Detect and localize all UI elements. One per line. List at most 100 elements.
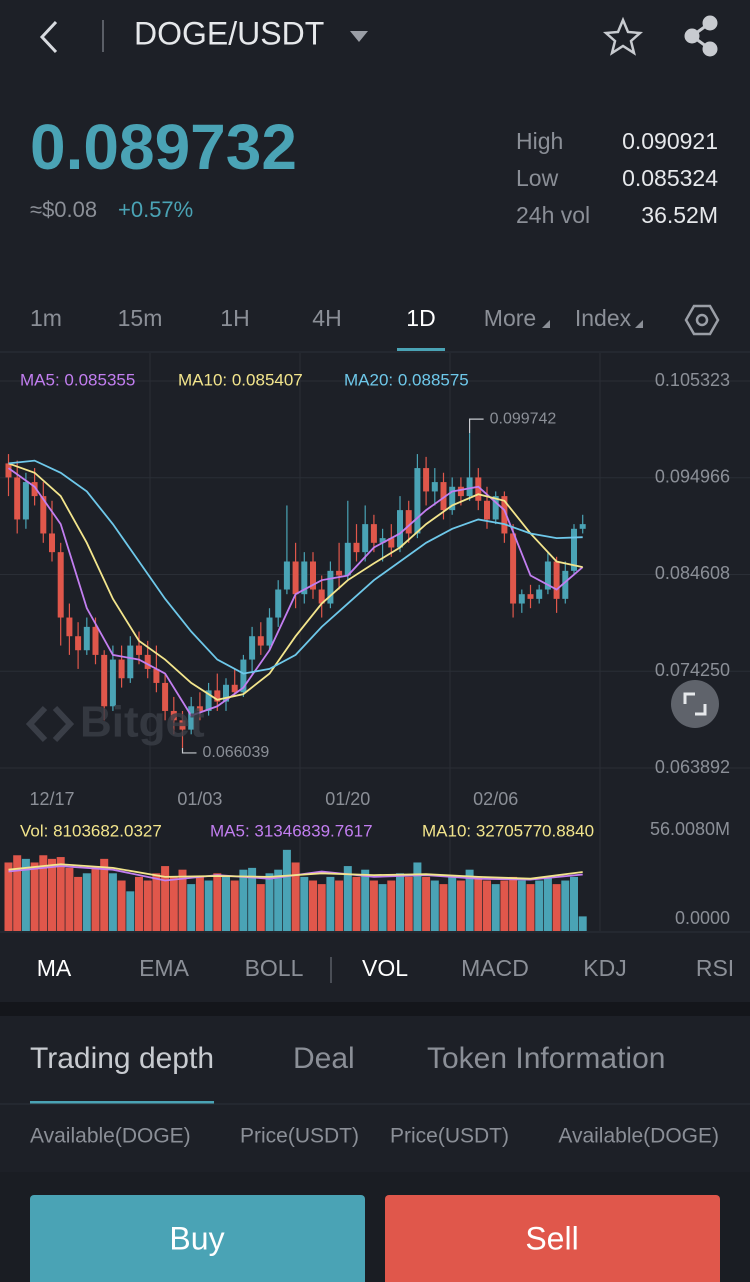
ma-line [8, 863, 583, 880]
annotation-label: 0.099742 [490, 410, 557, 427]
candle-body [179, 720, 186, 730]
annotation-line [469, 418, 484, 434]
y-tick-label: 0.074250 [655, 660, 730, 680]
volume-bar [282, 849, 291, 931]
sell-label[interactable]: Sell [525, 1220, 578, 1256]
candle-body [301, 561, 308, 595]
annotation-label: 0.066039 [203, 744, 270, 761]
volume-bar [256, 884, 265, 931]
volume-bar [422, 876, 431, 931]
timeframe-tab[interactable]: 15m [118, 305, 163, 331]
candle-body [388, 538, 395, 548]
candle-body [571, 528, 577, 571]
indicator-tab[interactable]: BOLL [245, 955, 304, 981]
fullscreen-icon[interactable] [683, 692, 707, 716]
watermark: Bitget [80, 698, 205, 747]
candle-body [127, 645, 134, 679]
volume-bar [396, 873, 404, 931]
settings-icon[interactable] [684, 304, 720, 336]
ma-line [8, 459, 583, 675]
timeframe-tab[interactable]: 1H [220, 305, 249, 331]
candle-body [205, 690, 212, 711]
stat-label: 24h vol [516, 202, 590, 228]
watermark-logo [25, 705, 75, 743]
timeframe-tab[interactable]: Index [575, 305, 632, 331]
indicator-tab[interactable]: KDJ [583, 955, 626, 981]
indicator-tab[interactable]: EMA [139, 955, 190, 981]
timeframe-tab[interactable]: More [484, 305, 536, 331]
timeframe-tab[interactable]: 1m [30, 305, 62, 331]
candle-body [492, 496, 499, 520]
candle-body [5, 463, 12, 478]
dropdown-icon[interactable] [350, 31, 368, 42]
candle-body [353, 542, 360, 553]
candle-body [449, 486, 456, 511]
timeframe-tab[interactable]: 1D [406, 305, 435, 331]
candle-body [457, 486, 464, 497]
candle-body [318, 589, 325, 604]
volume-bar [239, 869, 248, 931]
volume-bar [126, 891, 135, 931]
stat-value: 0.085324 [622, 165, 718, 191]
candle-body [153, 668, 160, 683]
ma-legend: MA10: 0.085407 [178, 370, 303, 389]
volume-bar [552, 884, 561, 931]
candle-body [170, 710, 177, 721]
candle-body [240, 659, 247, 693]
fullscreen-button[interactable] [671, 680, 719, 728]
pair-title[interactable]: DOGE/USDT [134, 15, 324, 51]
share-icon[interactable] [684, 15, 718, 57]
volume-bar [178, 869, 187, 931]
volume-bar [430, 880, 439, 931]
y-tick-label: 0.084608 [655, 563, 730, 583]
candle-body [501, 496, 508, 534]
sell-button[interactable] [385, 1195, 720, 1282]
section-tab[interactable]: Token Information [427, 1042, 665, 1075]
volume-bar [300, 876, 309, 931]
volume-bar [222, 876, 230, 931]
indicator-tab[interactable]: RSI [696, 955, 734, 981]
section-tab[interactable]: Trading depth [30, 1042, 214, 1075]
candle-body [118, 659, 125, 679]
stat-value: 0.090921 [622, 128, 718, 154]
volume-bar [135, 876, 143, 931]
candle-body [475, 477, 482, 501]
candle-body [231, 684, 238, 693]
favorite-icon[interactable] [602, 16, 644, 56]
volume-bar [152, 873, 161, 931]
volume-bar [387, 880, 396, 931]
candle-body [162, 682, 169, 711]
volume-bar [248, 867, 257, 931]
timeframe-tab[interactable]: 4H [312, 305, 341, 331]
candle-body [40, 496, 47, 534]
candle-body [283, 561, 290, 590]
candle-body [92, 626, 99, 655]
volume-bar [439, 884, 448, 931]
volume-bar [517, 880, 526, 931]
volume-bar [413, 862, 422, 931]
buy-button[interactable] [30, 1195, 365, 1282]
y-tick-label: 0.105323 [655, 370, 730, 390]
indicator-tab[interactable]: MA [37, 955, 72, 981]
candle-body [31, 482, 38, 497]
candle-body [536, 589, 543, 599]
section-gap [0, 1002, 750, 1016]
volume-bar [108, 873, 117, 931]
indicator-tab[interactable]: VOL [362, 955, 408, 981]
buy-label[interactable]: Buy [169, 1220, 224, 1256]
table-header: Price(USDT) [240, 1125, 359, 1148]
volume-bar [500, 880, 509, 931]
candle-body [144, 654, 151, 669]
indicator-tab[interactable]: MACD [461, 955, 529, 981]
volume-bar [56, 857, 65, 931]
usd-price: ≈$0.08 [30, 197, 97, 222]
candle-body [431, 482, 438, 492]
x-tick-label: 12/17 [29, 789, 74, 809]
section-tab[interactable]: Deal [293, 1042, 355, 1075]
candle-body [196, 706, 203, 711]
volume-legend: MA5: 31346839.7617 [210, 821, 373, 840]
back-icon[interactable] [39, 20, 58, 54]
volume-bar [361, 869, 370, 931]
volume-bar [187, 884, 196, 931]
